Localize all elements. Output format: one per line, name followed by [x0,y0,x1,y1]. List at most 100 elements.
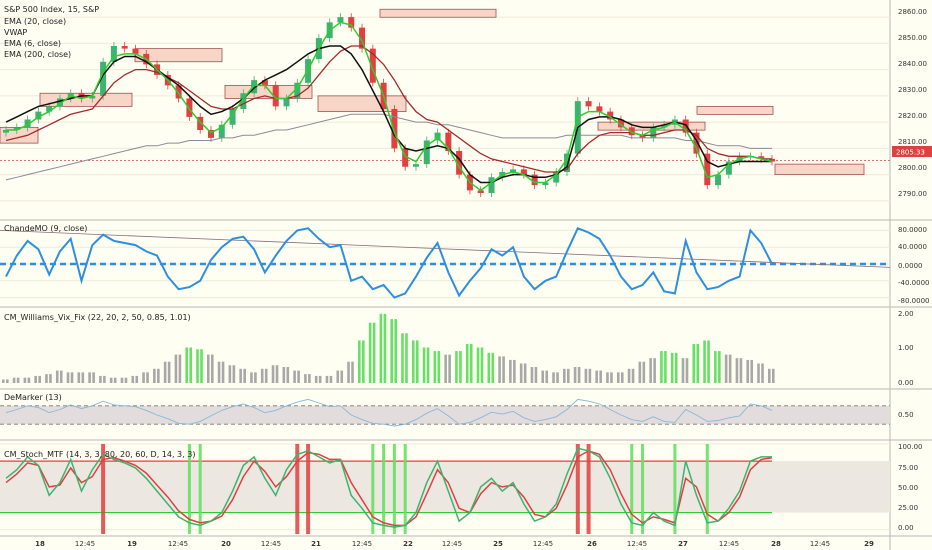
vix-bar [275,365,279,383]
vix-bar [264,368,268,383]
vix-bar [685,358,689,383]
price-tick: 2860.00 [898,8,927,16]
candle-body [434,132,441,141]
last-price-badge [892,146,932,157]
vix-bar [718,351,721,383]
candle-body [348,17,355,28]
vix-bar [49,374,52,383]
candle-body [639,135,646,138]
stoch-d-line [5,450,773,527]
vix-bar [131,375,135,383]
stoch-oversold-bar [673,444,677,534]
candle-body [13,127,20,130]
vix-bar [556,372,559,383]
vix-bar [444,354,447,383]
time-tick: 12:45 [75,540,95,548]
vix-bar [120,377,124,383]
vix-bar [336,370,340,383]
demarker-title: DeMarker (13) [4,393,62,402]
vix-bar [567,368,570,383]
vix-bar [502,356,505,383]
candle-body [100,61,107,96]
candle-body [240,93,247,109]
candle-body [391,109,398,149]
vix-bar [426,347,430,383]
vix-bar [221,361,225,383]
vix-tick: 2.00 [898,310,914,318]
time-tick: 22 [403,540,413,548]
stoch-tick: 0.00 [898,524,914,532]
vix-bar [174,354,178,383]
candle-body [596,106,603,112]
vix-bar [394,319,397,383]
vix-bar [595,370,598,383]
candle-body [520,169,527,175]
vix-bar [660,351,663,383]
annotation-box [134,48,223,63]
vix-bar [368,322,372,383]
vix-bar [437,351,441,383]
vix-bar [206,354,210,383]
vix-bar [167,361,171,383]
stoch-oversold-bar [382,444,386,534]
vix-bar [325,375,329,383]
stoch-oversold-bar [705,444,709,534]
candle-body [715,174,722,186]
vix-bar [92,372,95,383]
stoch-tick: 100.00 [898,443,923,451]
vix-bar [308,374,311,383]
candle-body [218,124,225,138]
candle-body [661,124,668,128]
vix-bar [358,340,361,383]
vix-bar [318,375,322,383]
vix-panel [2,313,775,383]
vwap-line [5,45,772,184]
cmo-tick: -80.0000 [898,297,929,305]
vix-bar [480,347,484,383]
stoch-tick: 50.00 [898,484,918,492]
legend-vwap: VWAP [4,28,27,37]
candle-body [542,182,549,186]
vix-bar [88,372,91,383]
stoch-tick: 25.00 [898,504,918,512]
candle-body [359,27,366,49]
vix-bar [584,368,588,383]
candle-body [294,82,301,99]
legend-ema200: EMA (200, close) [4,50,71,59]
cmo-line [5,227,773,299]
vix-bar [681,358,685,383]
candle-body [456,151,463,175]
annotation-box [696,105,774,115]
annotation-box [39,92,133,107]
vix-bar [513,359,516,383]
stoch-title: CM_Stoch_MTF (14, 3, 3, 80, 20, 60, D, 1… [4,450,195,459]
candle-body [585,101,592,107]
vix-bar [254,372,257,383]
legend-ema20: EMA (20, close) [4,17,66,26]
vix-bar [6,379,9,383]
price-tick: 2830.00 [898,86,927,94]
vix-bar [70,372,74,383]
vix-bar [38,375,41,383]
candle-body [725,161,732,175]
time-tick: 29 [864,540,874,548]
annotation-box [774,163,865,176]
vix-bar [297,370,300,383]
time-tick: 12:45 [810,540,830,548]
candle-body [650,127,657,138]
candle-body [46,106,53,112]
time-tick: 18 [35,540,45,548]
price-tick: 2810.00 [898,138,927,146]
vix-bar [627,368,631,383]
vix-bar [2,379,5,383]
vix-bar [534,367,538,383]
candle-body [607,111,614,120]
price-tick: 2800.00 [898,164,927,172]
vix-bar [77,372,81,383]
candle-body [617,119,624,128]
stoch-k-line [5,447,772,528]
vix-bar [109,377,113,383]
stoch-overbought-bar [295,444,300,534]
vix-bar [390,319,393,383]
